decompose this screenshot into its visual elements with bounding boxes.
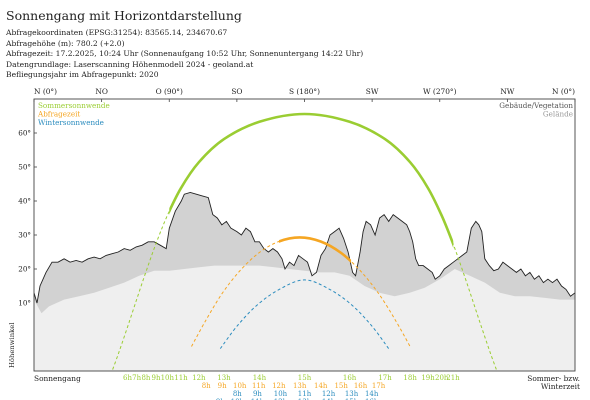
footer-right-label-1: Sommer- bzw. [527,374,580,383]
footer-left-label: Sonnengang [34,374,81,383]
time-label: 12h [192,374,206,382]
sun-path-visible-0 [169,112,454,248]
metadata-line-time: Abfragezeit: 17.2.2025, 10:24 Uhr (Sonne… [6,49,364,59]
time-label: 19h [421,374,435,382]
direction-label: S (180°) [289,87,320,96]
metadata-line-year: Befliegungsjahr im Abfragepunkt: 2020 [6,70,159,80]
time-label: 15h [298,374,312,382]
time-label: 6h [123,374,132,382]
time-label: 13h [298,398,312,400]
legend-right-item: Gelände [543,110,573,119]
time-label: 10h [161,374,175,382]
time-label: 10h [233,382,247,390]
legend-left-item: Wintersonnwende [38,118,104,127]
time-label: 8h [202,382,211,390]
time-label: 15h [334,382,348,390]
direction-label: SW [366,87,379,96]
time-label: 8h [141,374,150,382]
time-label: 11h [251,398,265,400]
metadata-line-height: Abfragehöhe (m): 780.2 (+2.0) [6,38,125,48]
direction-label: O (90°) [156,87,183,96]
chart-title: Sonnengang mit Horizontdarstellung [6,8,242,23]
time-label: 10h [231,398,245,400]
time-label: 10h [274,390,288,398]
sun-path-visible-1 [278,236,352,264]
y-axis-label: Höhenwinkel [8,323,16,368]
y-tick-label: 30° [18,231,31,240]
time-label: 18h [403,374,417,382]
time-label: 9h [253,390,262,398]
time-label: 21h [446,374,460,382]
terrain-horizon-area [34,265,575,371]
time-label: 14h [365,390,379,398]
horizon-outline [34,192,575,304]
direction-label: NW [500,87,514,96]
direction-label: NO [95,87,108,96]
time-label: 12h [322,390,336,398]
time-label: 8h [233,390,242,398]
legend-left-item: Sommersonnwende [38,101,110,110]
plot-area [34,112,575,371]
time-label: 15h [345,398,359,400]
time-label: 14h [314,382,328,390]
footer-right-label-2: Winterzeit [541,382,580,391]
time-label: 14h [322,398,336,400]
plot-frame [33,98,576,372]
direction-label: N (0°) [552,87,575,96]
metadata-line-coordinates: Abfragekoordinaten (EPSG:31254): 83565.1… [6,28,228,37]
legend-left-item: Abfragezeit [37,110,80,119]
time-label: 9h [218,382,227,390]
metadata-block: Abfragekoordinaten (EPSG:31254): 83565.1… [6,28,363,81]
time-label: 13h [345,390,359,398]
time-label: 11h [252,382,266,390]
time-label: 17h [378,374,392,382]
time-label: 16h [354,382,368,390]
y-tick-label: 20° [18,265,31,274]
y-tick-label: 50° [18,163,31,172]
y-tick-label: 10° [18,299,31,308]
time-label: 12h [272,382,286,390]
time-label: 12h [274,398,288,400]
time-label: 13h [217,374,231,382]
direction-label: W (270°) [423,87,457,96]
time-label: 16h [343,374,357,382]
time-label: 20h [435,374,449,382]
y-tick-label: 40° [18,197,31,206]
direction-label: N (0°) [34,87,57,96]
time-label: 7h [132,374,141,382]
sun-path-dashed-2 [219,279,390,349]
time-label: 17h [372,382,386,390]
time-label: 11h [174,374,188,382]
time-label: 14h [253,374,267,382]
sun-path-dashed-0 [111,113,498,371]
direction-label: SO [231,87,242,96]
time-label: 9h [216,398,225,400]
metadata-line-source: Datengrundlage: Laserscanning Höhenmodel… [6,59,254,69]
legend-right-item: Gebäude/Vegetation [499,101,573,110]
time-label: 13h [293,382,307,390]
time-label: 9h [152,374,161,382]
y-tick-label: 60° [18,129,31,138]
time-label: 16h [365,398,379,400]
time-label: 11h [298,390,312,398]
